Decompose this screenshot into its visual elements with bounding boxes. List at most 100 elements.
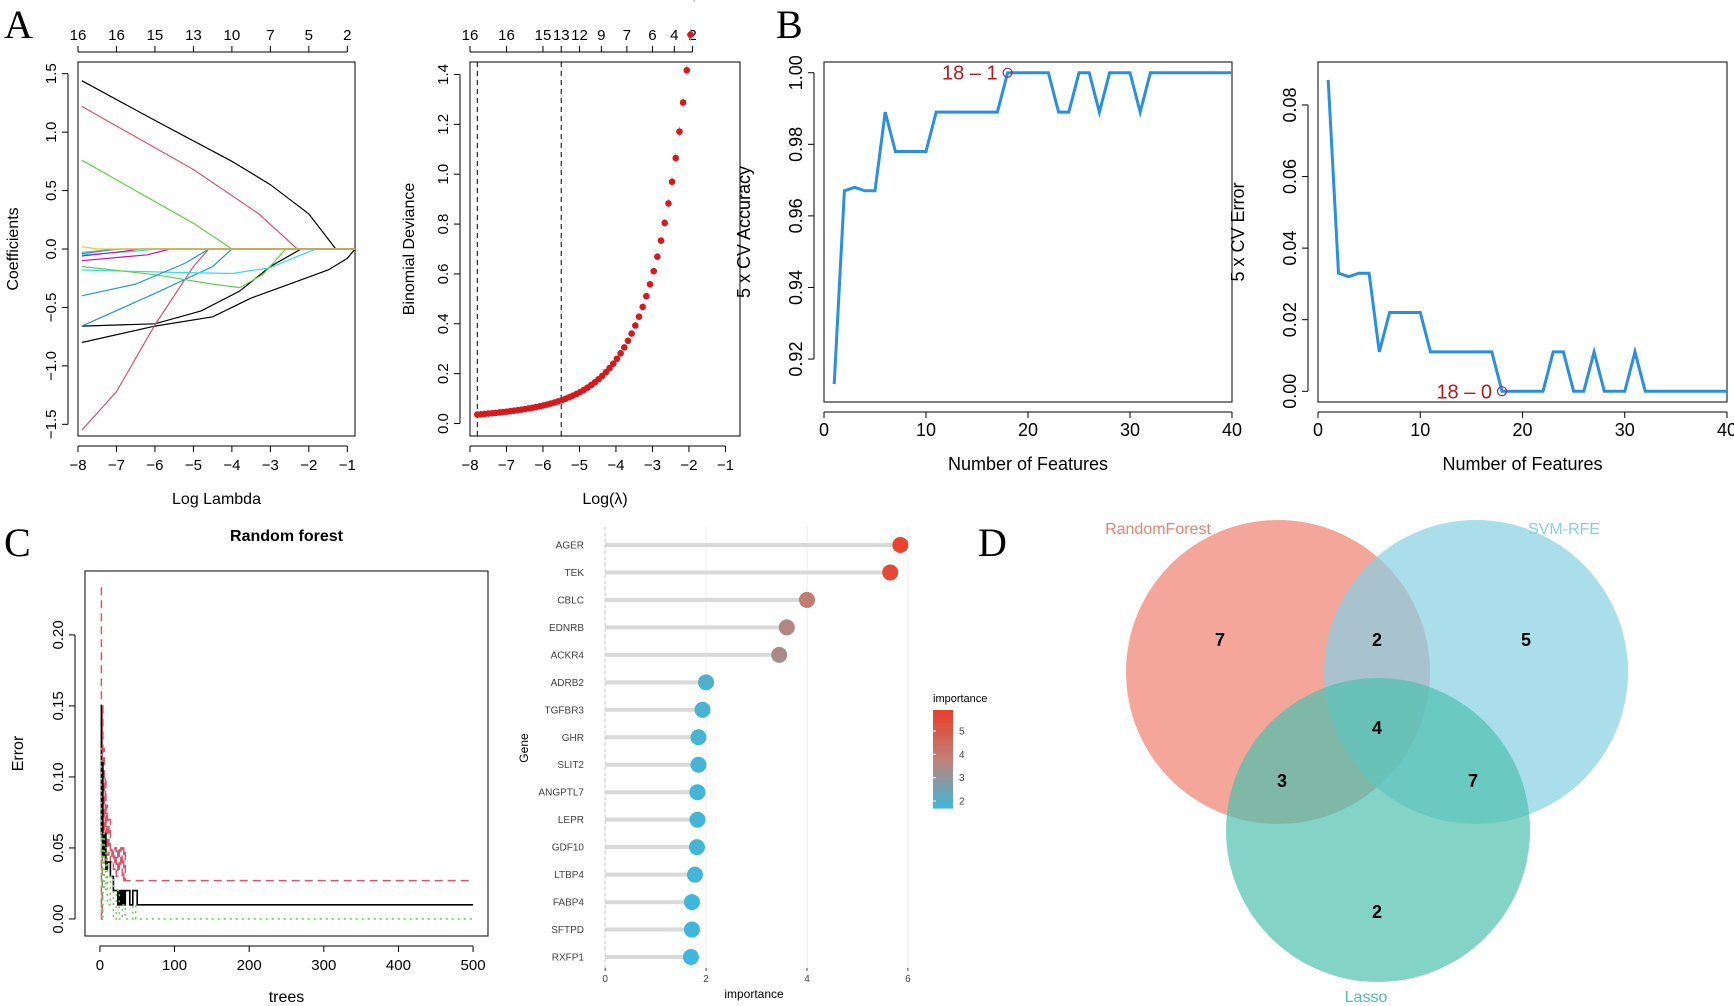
gene-importance-plot: AGER TEK CBLC EDNRB ACKR4 ADRB2 TGFBR3 GHR SLIT2…	[517, 527, 987, 1001]
top-tick-label: 15	[147, 27, 164, 44]
plot-frame	[469, 61, 741, 437]
legend-gradient-step	[933, 772, 953, 776]
deviance-point	[657, 237, 665, 244]
legend-gradient-step	[933, 719, 953, 724]
importance-dot-gdf10	[688, 839, 705, 856]
rf-series-class-0	[100, 587, 474, 920]
rf-series-OOB	[100, 705, 474, 906]
importance-dot-slit2	[690, 756, 707, 773]
legend-gradient-step	[933, 794, 953, 799]
importance-dot-tgfbr3	[694, 701, 711, 718]
legend-tick-label: 4	[959, 750, 965, 761]
x-tick-label: 20	[1018, 420, 1038, 440]
x-tick-label: 100	[162, 957, 187, 974]
importance-dot-ednrb	[778, 619, 795, 636]
importance-dot-angptl7	[689, 784, 706, 801]
venn-label-lasso: Lasso	[1345, 989, 1388, 1006]
x-tick-label: −2	[300, 457, 317, 474]
rf-series-class-1	[100, 747, 474, 920]
y-tick-label: 1.2	[435, 114, 452, 135]
importance-x-tick-label: 2	[703, 974, 709, 985]
y-tick-label: 0.04	[1280, 231, 1300, 266]
gene-label: AGER	[556, 541, 584, 552]
deviance-point	[676, 128, 683, 135]
x-axis-label: Number of Features	[1442, 454, 1602, 474]
legend-gradient-step	[933, 713, 953, 718]
y-tick-label: 0.02	[1280, 302, 1300, 337]
top-tick-label: 16	[108, 27, 125, 44]
gene-label: ACKR4	[551, 650, 585, 661]
gene-label: TGFBR3	[545, 705, 585, 716]
gene-label: CBLC	[557, 595, 584, 606]
legend-gradient-step	[933, 801, 953, 806]
importance-dot-ltbp4	[686, 866, 703, 883]
x-tick-label: −8	[69, 457, 86, 474]
y-tick-label: 0.94	[786, 270, 806, 305]
y-tick-label: 0.00	[1280, 374, 1300, 409]
legend-gradient-step	[933, 723, 953, 727]
importance-dot-rxfp1	[682, 949, 699, 965]
x-tick-label: −3	[644, 457, 661, 474]
x-axis-label: Log(λ)	[582, 491, 627, 508]
y-tick-label: 0.20	[50, 620, 67, 649]
venn-label-randomforest: RandomForest	[1105, 521, 1211, 538]
y-tick-label: 0.4	[435, 313, 452, 334]
deviance-point	[632, 322, 639, 329]
plot-frame	[1317, 61, 1728, 403]
coef-path-g9	[81, 248, 355, 289]
importance-x-tick-label: 6	[905, 974, 911, 985]
legend-gradient-step	[933, 798, 953, 803]
x-tick-label: 30	[1615, 420, 1635, 440]
top-tick-label: 15	[535, 27, 552, 44]
gene-label: LEPR	[558, 815, 584, 826]
deviance-point	[679, 99, 687, 106]
y-tick-label: 1.0	[435, 164, 452, 185]
optimal-feature-label: 18 – 0	[1436, 381, 1492, 403]
venn-count-svm-only: 5	[1521, 630, 1531, 650]
y-axis-label: 5 x CV Accuracy	[734, 166, 754, 298]
legend-gradient-step	[933, 791, 953, 796]
importance-dot-adrb2	[698, 674, 715, 691]
top-tick-label: 4	[670, 27, 678, 44]
legend-gradient-step	[933, 768, 953, 773]
importance-dot-cblc	[798, 591, 815, 608]
gene-label: ANGPTL7	[538, 788, 584, 799]
deviance-point	[621, 344, 628, 351]
deviance-point	[617, 350, 624, 357]
venn-count-rf-svm: 2	[1372, 630, 1382, 650]
top-tick-label: 12	[571, 27, 588, 44]
importance-legend-title: importance	[933, 693, 987, 705]
gene-label: SFTPD	[551, 925, 584, 936]
x-tick-label: 30	[1120, 420, 1140, 440]
x-tick-label: −1	[717, 457, 734, 474]
panel-letter-d: D	[978, 520, 1007, 565]
venn-count-rf-only: 7	[1215, 630, 1225, 650]
x-axis-label: trees	[269, 989, 305, 1006]
deviance-point	[661, 219, 669, 227]
y-tick-label: 1.5	[43, 63, 60, 84]
importance-y-label: Gene	[517, 733, 531, 763]
x-tick-label: 200	[237, 957, 262, 974]
svm-curve	[832, 71, 1232, 385]
importance-dot-fabp4	[683, 894, 700, 911]
y-tick-label: 0.2	[435, 363, 452, 384]
y-tick-label: 0.00	[50, 904, 67, 933]
y-tick-label: 1.0	[43, 122, 60, 143]
importance-x-tick-label: 0	[602, 974, 608, 985]
x-tick-label: −1	[339, 457, 356, 474]
importance-x-tick-label: 4	[804, 974, 810, 985]
legend-gradient-step	[933, 788, 953, 793]
gene-label: EDNRB	[549, 623, 584, 634]
x-tick-label: −7	[498, 457, 515, 474]
x-tick-label: −3	[262, 457, 279, 474]
y-tick-label: −0.5	[43, 293, 60, 323]
x-tick-label: −2	[680, 457, 697, 474]
x-tick-label: −7	[108, 457, 125, 474]
deviance-point	[672, 154, 680, 162]
legend-gradient-step	[933, 778, 953, 783]
x-axis-label: Number of Features	[948, 454, 1108, 474]
y-tick-label: 0.92	[786, 342, 806, 377]
rf-title: Random forest	[230, 528, 344, 545]
venn-diagram: RandomForest SVM-RFE Lasso 7 5 2 4 3 7 2	[1105, 520, 1628, 1006]
optimal-feature-label: 18 – 1	[942, 63, 998, 85]
